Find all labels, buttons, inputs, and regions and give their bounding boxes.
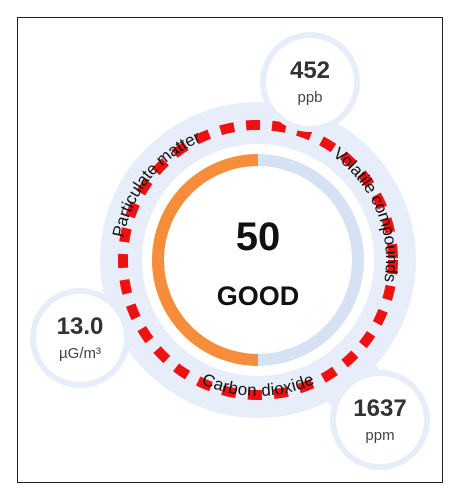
- status: GOOD: [217, 281, 300, 311]
- metric-unit: µG/m³: [59, 345, 101, 362]
- metric-value: 452: [290, 57, 330, 84]
- dashed-ring: [118, 120, 398, 400]
- score: 50: [236, 215, 281, 259]
- metric-value: 13.0: [57, 313, 104, 340]
- metric-value: 1637: [353, 395, 406, 422]
- bubble: [36, 294, 124, 382]
- metric-unit: ppm: [365, 427, 394, 444]
- gauge-progress: [152, 154, 259, 366]
- bubble: [336, 376, 424, 464]
- bubble: [266, 38, 354, 126]
- band-inner: [142, 144, 374, 376]
- metric-unit: ppb: [297, 89, 322, 106]
